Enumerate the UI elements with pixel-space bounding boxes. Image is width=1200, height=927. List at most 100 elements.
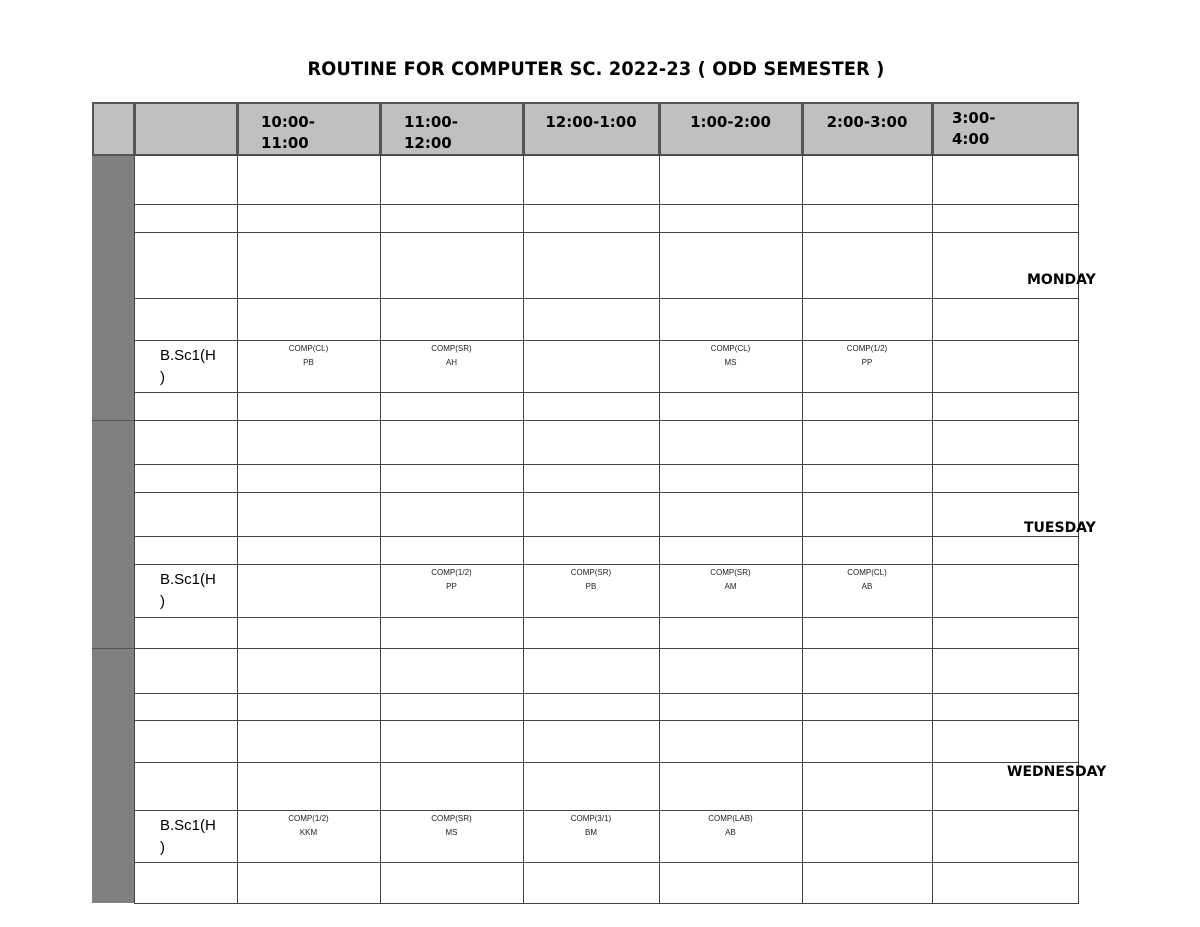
day-label-tuesday: TUESDAY [1024,520,1096,536]
timetable-cell [134,298,238,341]
timetable-cell [523,155,660,205]
timetable-cell [523,340,660,393]
timetable-cell [134,720,238,763]
teacher-initials: PP [446,582,457,591]
timetable-cell [134,762,238,811]
timetable-cell [659,232,803,299]
timetable-cell [802,155,933,205]
timetable-cell [932,155,1079,205]
timetable-cell [802,536,933,565]
class-entry: COMP(3/1) BM [523,812,659,840]
timetable-cell [802,810,933,863]
timetable-cell [380,720,524,763]
class-label: B.Sc1(H ) [160,571,216,610]
timetable-cell [802,720,933,763]
timetable-cell [237,232,381,299]
course-code: COMP(SR) [431,344,472,353]
course-code: COMP(1/2) [431,568,472,577]
timetable-cell [237,720,381,763]
time-slot-header: 2:00-3:00 [826,113,908,131]
course-code: COMP(CL) [847,568,887,577]
timetable-cell [932,720,1079,763]
timetable-cell [380,298,524,341]
timetable-cell [802,232,933,299]
timetable-cell [523,693,660,721]
timetable-cell [237,862,381,904]
timetable-cell [237,298,381,341]
timetable-cell [134,617,238,649]
class-entry: COMP(SR) AM [659,566,802,594]
teacher-initials: AB [861,582,873,591]
timetable-cell [932,810,1079,863]
timetable-cell [523,762,660,811]
timetable-cell [659,464,803,493]
timetable-cell [523,648,660,694]
course-code: COMP(3/1) [570,814,612,823]
time-slot-header: 11:00- 12:00 [404,113,458,152]
class-entry: COMP(SR) AH [380,342,523,370]
timetable-cell [802,298,933,341]
timetable-cell [380,693,524,721]
timetable-cell [659,862,803,904]
page-title: ROUTINE FOR COMPUTER SC. 2022-23 ( ODD S… [307,58,885,80]
course-code: COMP(LAB) [708,814,753,823]
timetable-cell [932,392,1079,421]
class-entry: COMP(CL) PB [237,342,380,370]
timetable-cell [134,693,238,721]
teacher-initials: PB [303,358,314,367]
timetable-cell [380,392,524,421]
timetable-cell [380,762,524,811]
timetable-cell [237,204,381,233]
timetable-cell [802,762,933,811]
header-cell [380,102,524,156]
timetable-cell [237,420,381,465]
timetable-cell [659,693,803,721]
header-cell [134,102,238,156]
timetable-cell [659,298,803,341]
timetable-cell [134,392,238,421]
class-entry: COMP(CL) AB [802,566,932,594]
time-slot-header: 10:00- 11:00 [261,113,315,152]
timetable-cell [932,617,1079,649]
class-entry: COMP(SR) PB [523,566,659,594]
timetable-cell [659,420,803,465]
timetable-cell [523,204,660,233]
timetable-cell [659,204,803,233]
timetable-cell [237,617,381,649]
timetable-cell [134,536,238,565]
day-band [92,155,135,420]
day-label-wednesday: WEDNESDAY [1007,764,1107,780]
timetable-cell [932,648,1079,694]
timetable-cell [523,464,660,493]
timetable-cell [380,617,524,649]
time-slot-header: 12:00-1:00 [545,113,637,131]
course-code: COMP(SR) [570,568,612,577]
timetable-cell [380,464,524,493]
timetable-cell [237,762,381,811]
timetable-cell [237,693,381,721]
timetable-cell [659,536,803,565]
class-entry: COMP(LAB) AB [659,812,802,840]
timetable-cell [932,298,1079,341]
timetable-cell [380,648,524,694]
timetable-cell [380,204,524,233]
timetable-cell [523,862,660,904]
timetable-cell [932,464,1079,493]
teacher-initials: AH [445,358,458,367]
day-band [92,420,135,648]
class-entry: COMP(1/2) PP [380,566,523,594]
timetable-cell [802,492,933,537]
teacher-initials: PP [861,358,873,367]
course-code: COMP(CL) [288,344,329,353]
timetable-cell [523,617,660,649]
timetable-cell [134,204,238,233]
time-slot-header: 3:00-4:00 [952,109,996,148]
timetable-cell [523,420,660,465]
timetable-cell [237,392,381,421]
timetable-cell [523,298,660,341]
timetable-cell [237,536,381,565]
class-entry: COMP(1/2) KKM [237,812,380,840]
timetable-cell [523,536,660,565]
course-code: COMP(SR) [431,814,472,823]
timetable-cell [802,392,933,421]
